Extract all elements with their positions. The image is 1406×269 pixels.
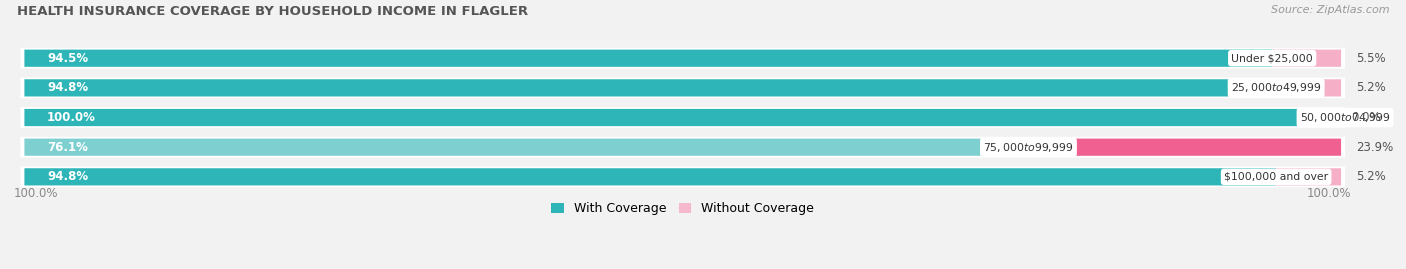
Text: 23.9%: 23.9% bbox=[1355, 141, 1393, 154]
FancyBboxPatch shape bbox=[21, 107, 1346, 128]
Text: $50,000 to $74,999: $50,000 to $74,999 bbox=[1301, 111, 1391, 124]
FancyBboxPatch shape bbox=[24, 109, 1346, 126]
Text: 94.8%: 94.8% bbox=[46, 170, 89, 183]
Text: 5.5%: 5.5% bbox=[1355, 52, 1385, 65]
Text: Source: ZipAtlas.com: Source: ZipAtlas.com bbox=[1271, 5, 1389, 15]
Text: $75,000 to $99,999: $75,000 to $99,999 bbox=[983, 141, 1074, 154]
Text: $25,000 to $49,999: $25,000 to $49,999 bbox=[1232, 81, 1322, 94]
FancyBboxPatch shape bbox=[24, 168, 1277, 185]
Text: 5.2%: 5.2% bbox=[1355, 81, 1385, 94]
FancyBboxPatch shape bbox=[1277, 79, 1341, 97]
FancyBboxPatch shape bbox=[24, 79, 1277, 97]
FancyBboxPatch shape bbox=[21, 137, 1346, 158]
FancyBboxPatch shape bbox=[24, 49, 1272, 67]
Text: 5.2%: 5.2% bbox=[1355, 170, 1385, 183]
Text: 100.0%: 100.0% bbox=[46, 111, 96, 124]
Text: 100.0%: 100.0% bbox=[14, 187, 58, 200]
FancyBboxPatch shape bbox=[1277, 168, 1341, 185]
Text: 100.0%: 100.0% bbox=[1308, 187, 1351, 200]
Text: Under $25,000: Under $25,000 bbox=[1232, 53, 1313, 63]
Text: HEALTH INSURANCE COVERAGE BY HOUSEHOLD INCOME IN FLAGLER: HEALTH INSURANCE COVERAGE BY HOUSEHOLD I… bbox=[17, 5, 529, 18]
Legend: With Coverage, Without Coverage: With Coverage, Without Coverage bbox=[547, 197, 820, 220]
Text: $100,000 and over: $100,000 and over bbox=[1225, 172, 1329, 182]
FancyBboxPatch shape bbox=[1272, 49, 1341, 67]
Text: 0.0%: 0.0% bbox=[1351, 111, 1381, 124]
FancyBboxPatch shape bbox=[1028, 139, 1341, 156]
FancyBboxPatch shape bbox=[21, 48, 1346, 69]
Text: 76.1%: 76.1% bbox=[46, 141, 87, 154]
FancyBboxPatch shape bbox=[21, 77, 1346, 98]
FancyBboxPatch shape bbox=[24, 139, 1028, 156]
Text: 94.8%: 94.8% bbox=[46, 81, 89, 94]
FancyBboxPatch shape bbox=[21, 167, 1346, 187]
Text: 94.5%: 94.5% bbox=[46, 52, 89, 65]
